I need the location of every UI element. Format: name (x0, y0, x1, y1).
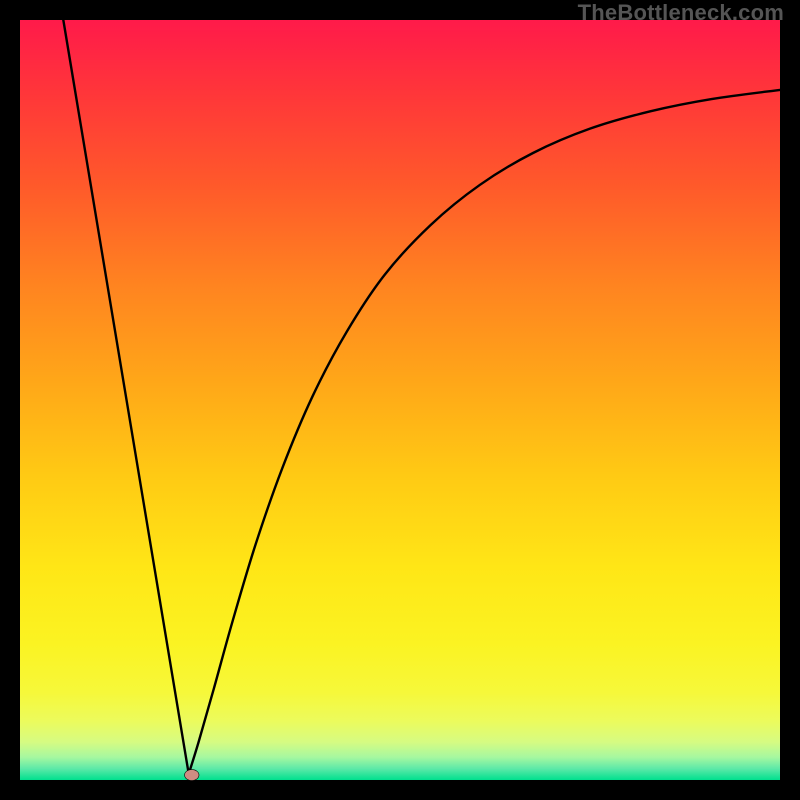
optimal-point-marker (185, 770, 199, 781)
gradient-background (20, 20, 780, 780)
chart-svg (0, 0, 800, 800)
watermark-text: TheBottleneck.com (578, 0, 784, 26)
